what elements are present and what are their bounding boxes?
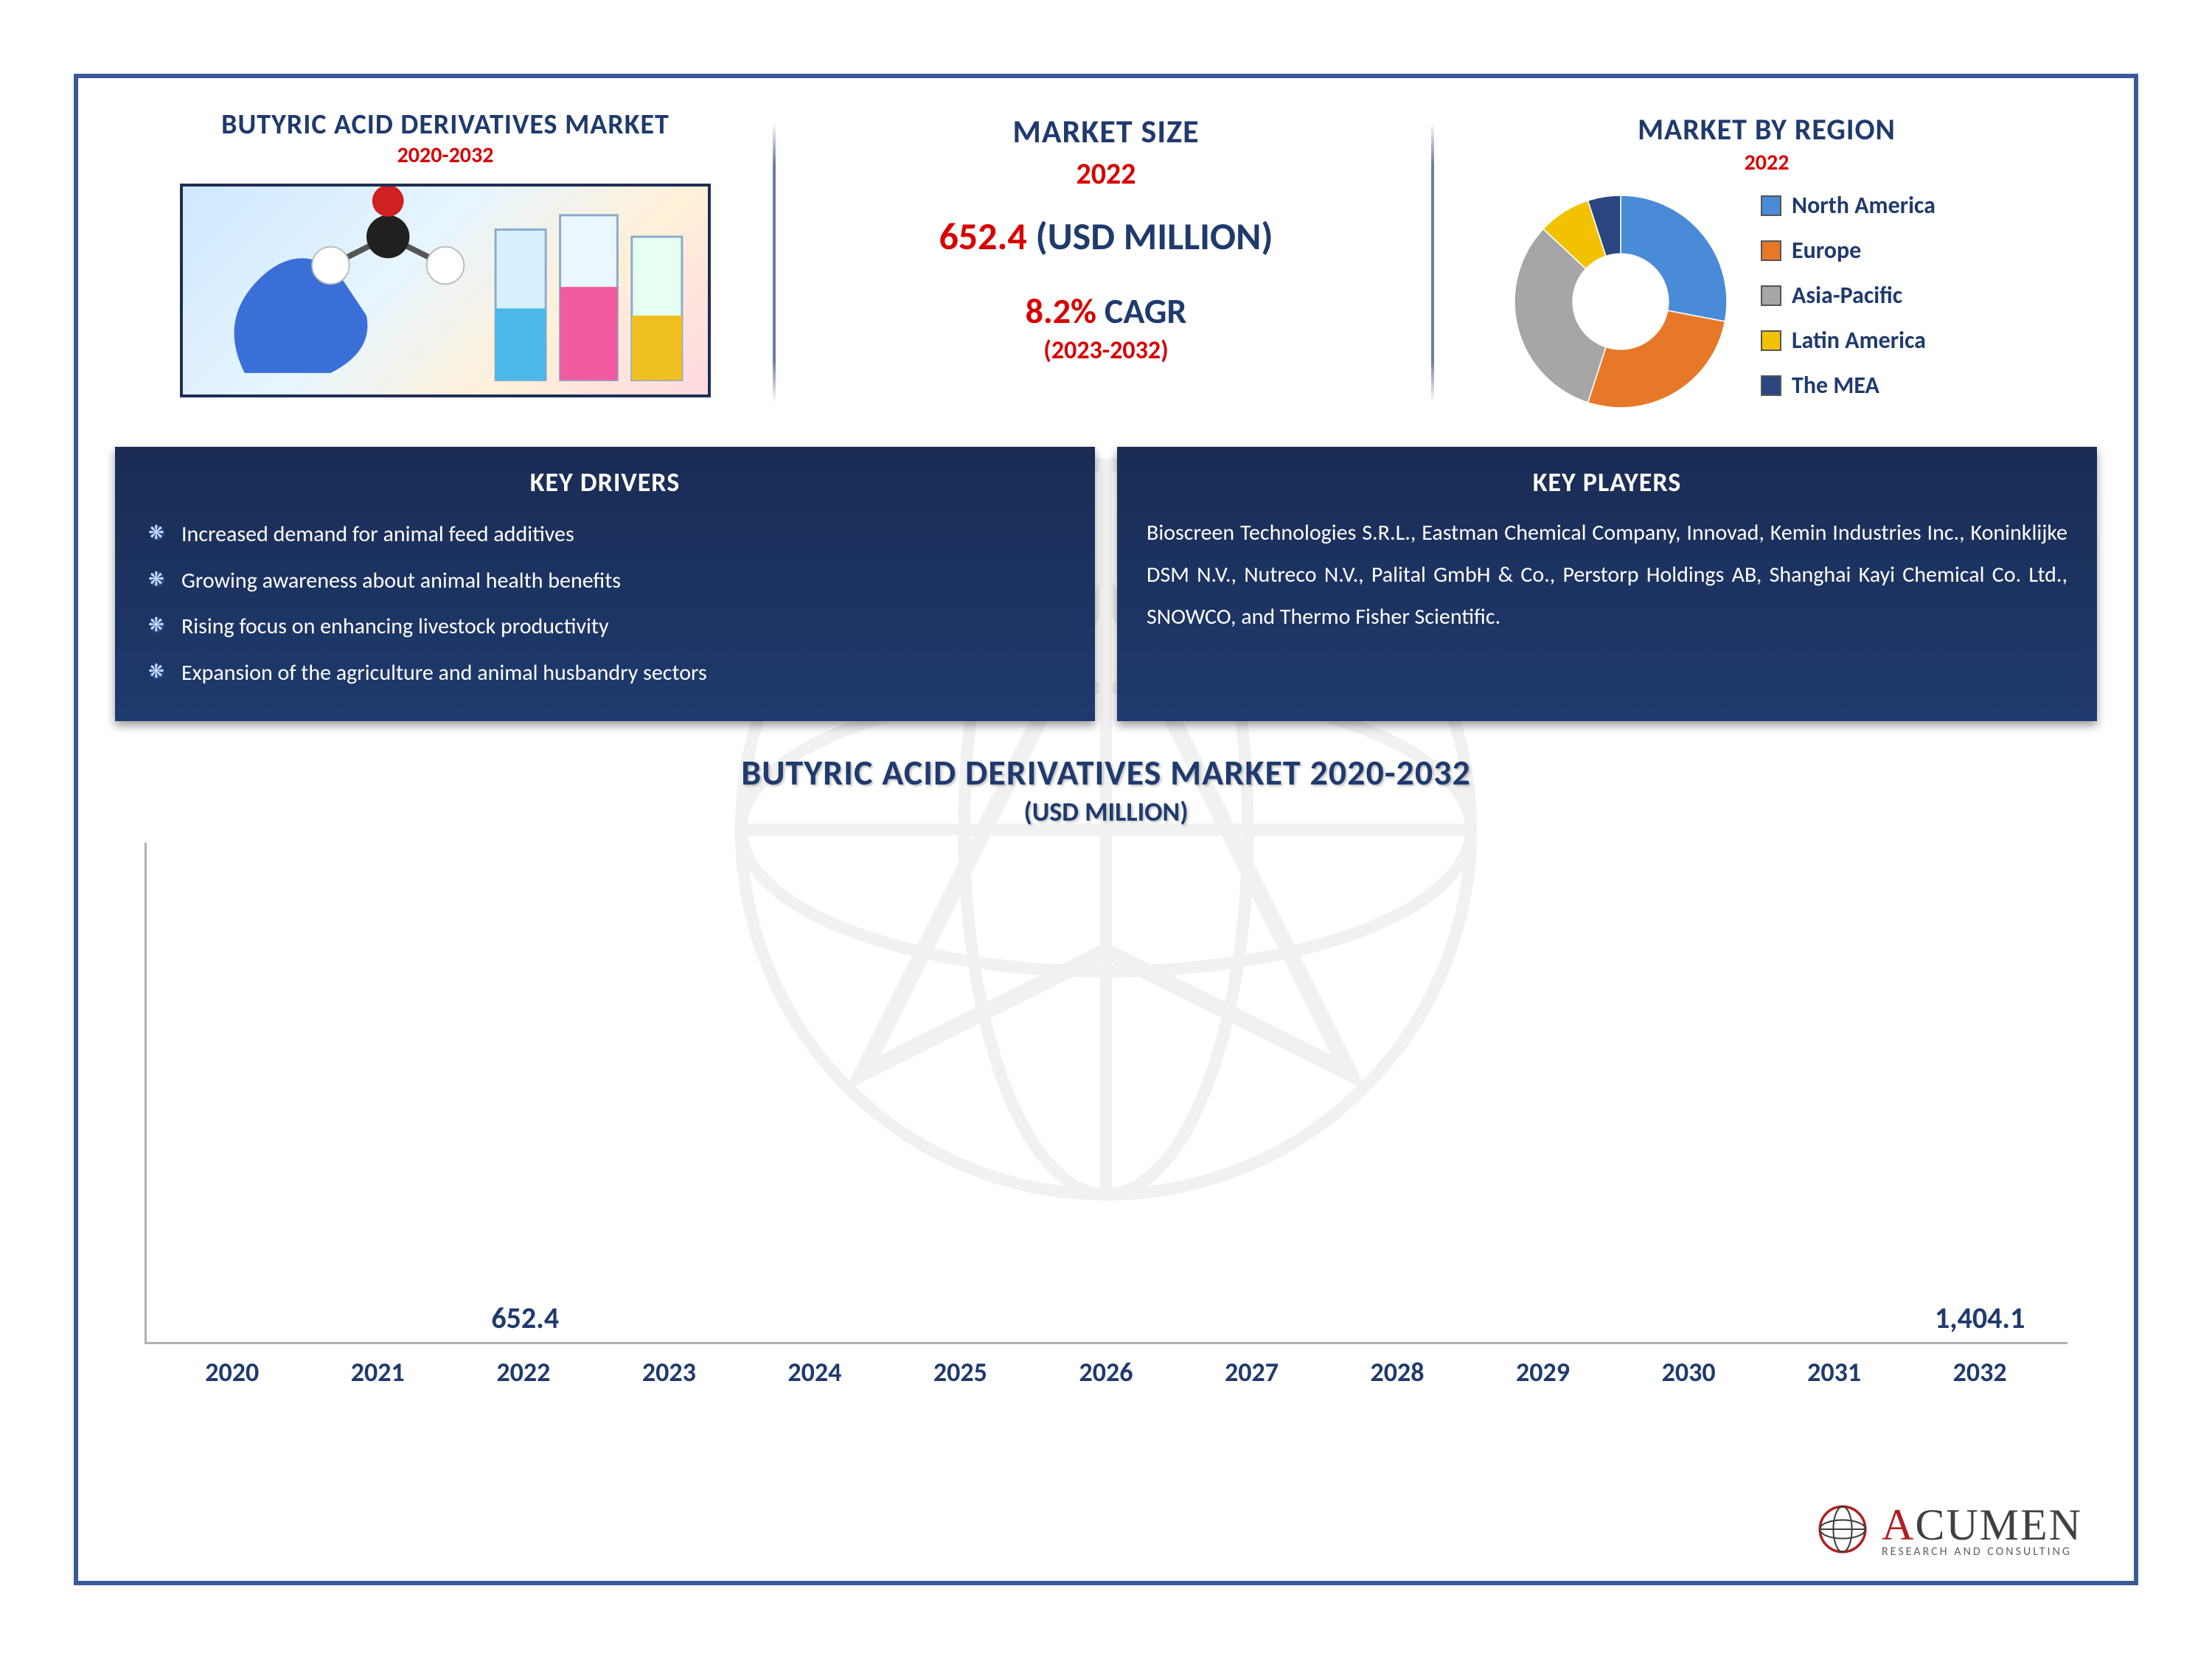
bar-chart-xaxis: 2020 2021 2022 2023 2024 2025 2026 2027 2028 2029… bbox=[145, 1356, 2067, 1388]
key-players-title: KEY PLAYERS bbox=[1147, 466, 2067, 498]
legend-label: The MEA bbox=[1792, 371, 1879, 400]
key-drivers-list: Increased demand for animal feed additiv… bbox=[145, 512, 1065, 696]
region-legend: North America Europe Asia-Pacific Latin Ame… bbox=[1761, 191, 1935, 400]
bar-chart-subtitle: (USD MILLION) bbox=[115, 796, 2097, 828]
legend-swatch bbox=[1761, 375, 1781, 396]
xaxis-label: 2023 bbox=[625, 1356, 713, 1388]
xaxis-label: 2028 bbox=[1353, 1356, 1441, 1388]
legend-item: North America bbox=[1761, 191, 1935, 220]
market-years: 2020-2032 bbox=[397, 142, 494, 169]
bar-value-label: 652.4 bbox=[491, 1300, 559, 1336]
bar-chart: 652.4 1,404.1 bbox=[145, 843, 2067, 1344]
market-title: BUTYRIC ACID DERIVATIVES MARKET bbox=[221, 108, 669, 142]
value-number: 652.4 bbox=[939, 212, 1026, 260]
cagr-label: CAGR bbox=[1105, 289, 1187, 333]
panels-row: KEY DRIVERS Increased demand for animal … bbox=[115, 447, 2097, 721]
value-unit: (USD MILLION) bbox=[1036, 212, 1273, 260]
legend-item: Asia-Pacific bbox=[1761, 281, 1935, 310]
cagr: 8.2% CAGR bbox=[1026, 289, 1187, 333]
xaxis-label: 2022 bbox=[479, 1356, 568, 1388]
bar-chart-section: BUTYRIC ACID DERIVATIVES MARKET 2020-203… bbox=[115, 751, 2097, 1388]
xaxis-label: 2030 bbox=[1644, 1356, 1733, 1388]
region-donut-chart bbox=[1503, 184, 1739, 420]
market-size-label: MARKET SIZE bbox=[1012, 111, 1199, 151]
footer-logo: ACUMEN RESEARCH AND CONSULTING bbox=[1817, 1500, 2082, 1559]
xaxis-label: 2031 bbox=[1790, 1356, 1879, 1388]
legend-item: Europe bbox=[1761, 236, 1935, 265]
bar-chart-title: BUTYRIC ACID DERIVATIVES MARKET 2020-203… bbox=[115, 751, 2097, 794]
driver-item: Increased demand for animal feed additiv… bbox=[145, 512, 1065, 558]
legend-label: Latin America bbox=[1792, 326, 1926, 355]
legend-label: Europe bbox=[1792, 236, 1861, 265]
bars-container: 652.4 1,404.1 bbox=[147, 843, 2067, 1342]
legend-swatch bbox=[1761, 285, 1781, 306]
legend-item: The MEA bbox=[1761, 371, 1935, 400]
xaxis-label: 2024 bbox=[771, 1356, 859, 1388]
region-title: MARKET BY REGION bbox=[1638, 111, 1896, 147]
key-drivers-title: KEY DRIVERS bbox=[145, 466, 1065, 498]
key-players-text: Bioscreen Technologies S.R.L., Eastman C… bbox=[1147, 512, 2067, 638]
donut-slice bbox=[1621, 195, 1727, 321]
legend-swatch bbox=[1761, 195, 1781, 216]
hero-image bbox=[180, 184, 711, 397]
infographic-frame: BUTYRIC ACID DERIVATIVES MARKET 2020-203… bbox=[74, 74, 2138, 1585]
xaxis-label: 2029 bbox=[1499, 1356, 1587, 1388]
logo-globe-icon bbox=[1817, 1503, 1868, 1555]
xaxis-label: 2020 bbox=[188, 1356, 276, 1388]
bar-value-label: 1,404.1 bbox=[1935, 1300, 2025, 1336]
logo-tagline: RESEARCH AND CONSULTING bbox=[1882, 1545, 2072, 1559]
header-left: BUTYRIC ACID DERIVATIVES MARKET 2020-203… bbox=[115, 108, 776, 425]
region-year: 2022 bbox=[1745, 149, 1790, 176]
xaxis-label: 2032 bbox=[1935, 1356, 2024, 1388]
driver-item: Expansion of the agriculture and animal … bbox=[145, 650, 1065, 697]
legend-item: Latin America bbox=[1761, 326, 1935, 355]
driver-item: Growing awareness about animal health be… bbox=[145, 558, 1065, 605]
driver-item: Rising focus on enhancing livestock prod… bbox=[145, 604, 1065, 650]
legend-label: Asia-Pacific bbox=[1792, 281, 1902, 310]
logo-brand: ACUMEN bbox=[1882, 1500, 2082, 1551]
header-right: MARKET BY REGION 2022 North America Europ… bbox=[1436, 108, 2097, 425]
key-players-panel: KEY PLAYERS Bioscreen Technologies S.R.L… bbox=[1117, 447, 2097, 721]
xaxis-label: 2026 bbox=[1062, 1356, 1150, 1388]
xaxis-label: 2021 bbox=[333, 1356, 422, 1388]
cagr-pct: 8.2% bbox=[1026, 289, 1096, 333]
key-drivers-panel: KEY DRIVERS Increased demand for animal … bbox=[115, 447, 1095, 721]
market-size-year: 2022 bbox=[1076, 156, 1135, 192]
donut-slice bbox=[1588, 310, 1725, 408]
header-center: MARKET SIZE 2022 652.4 (USD MILLION) 8.2… bbox=[776, 108, 1436, 425]
header-row: BUTYRIC ACID DERIVATIVES MARKET 2020-203… bbox=[115, 108, 2097, 425]
legend-label: North America bbox=[1792, 191, 1935, 220]
cagr-range: (2023-2032) bbox=[1043, 335, 1168, 366]
xaxis-label: 2027 bbox=[1207, 1356, 1295, 1388]
legend-swatch bbox=[1761, 240, 1781, 261]
xaxis-label: 2025 bbox=[916, 1356, 1004, 1388]
market-size-value: 652.4 (USD MILLION) bbox=[939, 212, 1273, 260]
legend-swatch bbox=[1761, 330, 1781, 351]
